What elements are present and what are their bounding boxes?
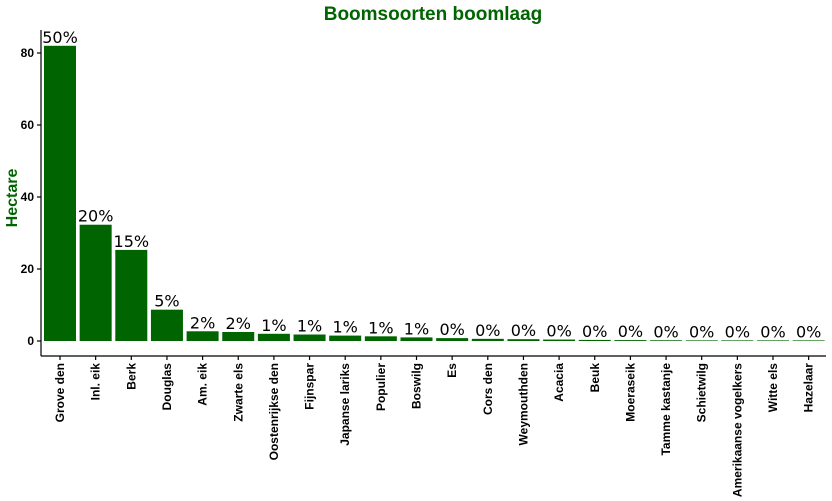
- bar: [757, 340, 789, 341]
- data-label: 1%: [333, 318, 358, 337]
- data-label: 1%: [368, 318, 393, 337]
- x-tick-label: Moeraseik: [623, 363, 637, 422]
- x-tick-label: Schietwilg: [695, 363, 709, 422]
- bar: [400, 337, 433, 341]
- data-label: 1%: [261, 316, 286, 335]
- bar: [685, 340, 718, 341]
- data-labels: 50% 20%15% 5% 2% 2% 1% 1% 1% 1% 1% 0% 0% 0% 0% 0% 0% 0% 0…: [42, 28, 821, 342]
- x-tick-label: Es: [445, 363, 459, 378]
- bar: [721, 340, 754, 341]
- x-tick-label: Tamme kastanje: [659, 363, 673, 456]
- x-tick-label: Japanse lariks: [338, 363, 352, 446]
- bar: [186, 331, 219, 341]
- bar: [257, 333, 290, 341]
- y-tick-label: 40: [21, 190, 35, 204]
- data-label: 0%: [796, 322, 821, 341]
- data-label: 2%: [226, 314, 251, 333]
- data-label: 0%: [511, 321, 536, 340]
- bar: [364, 336, 397, 341]
- x-tick-label: Am. eik: [196, 363, 210, 406]
- bar: [293, 334, 326, 341]
- x-tick-label: Fijnspar: [303, 363, 317, 410]
- data-label: 0%: [760, 322, 785, 341]
- x-tick-label: Berk: [124, 363, 138, 390]
- bars: [44, 45, 825, 342]
- x-tick-label: Douglas: [160, 363, 174, 411]
- x-tick-label: Oostenrijkse den: [267, 363, 281, 460]
- bar: [115, 249, 148, 341]
- x-tick-label: Weymouthden: [516, 363, 530, 445]
- data-label: 0%: [618, 322, 643, 341]
- y-tick-label: 80: [21, 46, 35, 60]
- data-label: 0%: [653, 322, 678, 341]
- bar: [650, 340, 683, 341]
- x-tick-label: Populier: [374, 363, 388, 411]
- data-label: 0%: [582, 322, 607, 341]
- bar: [150, 309, 183, 341]
- y-axis-label: Hectare: [4, 169, 21, 228]
- x-tick-label: Cors den: [481, 363, 495, 415]
- data-label: 5%: [154, 292, 179, 311]
- data-label: 0%: [546, 322, 571, 341]
- x-tick-label: Hazelaar: [802, 363, 816, 413]
- bar: [578, 339, 611, 341]
- bar: [543, 339, 576, 341]
- data-label: 2%: [190, 313, 215, 332]
- bar: [222, 332, 255, 341]
- x-tick-label: Acacia: [552, 363, 566, 402]
- x-tick-label: Beuk: [588, 363, 602, 393]
- data-label: 0%: [475, 321, 500, 340]
- y-tick-label: 60: [21, 118, 35, 132]
- data-label: 0%: [725, 322, 750, 341]
- x-tick-label: Zwarte els: [231, 363, 245, 422]
- data-label: 50%: [42, 28, 78, 47]
- x-tick-label: Amerikaanse vogelkers: [730, 363, 744, 497]
- x-axis-ticks: Grove den Inl. eik Berk Douglas Am. eik Zwart…: [53, 356, 816, 497]
- bar: [44, 45, 76, 342]
- bar: [79, 224, 112, 341]
- chart-title: Boomsoorten boomlaag: [324, 4, 543, 25]
- y-tick-label: 0: [27, 334, 34, 348]
- x-tick-label: Inl. eik: [89, 363, 103, 401]
- x-tick-label: Witte els: [766, 363, 780, 413]
- bar: [329, 335, 362, 341]
- bar: [471, 338, 504, 341]
- y-tick-label: 20: [21, 262, 35, 276]
- data-label: 1%: [297, 317, 322, 336]
- bar: [614, 340, 647, 341]
- x-tick-label: Boswilg: [410, 363, 424, 409]
- data-label: 20%: [78, 207, 114, 226]
- data-label: 15%: [114, 232, 150, 251]
- data-label: 1%: [404, 319, 429, 338]
- bar: [507, 339, 540, 341]
- bar: [792, 340, 825, 341]
- data-label: 0%: [689, 322, 714, 341]
- y-axis-ticks: 0 20 40 60 80: [21, 46, 41, 348]
- data-label: 0%: [439, 320, 464, 339]
- x-tick-label: Grove den: [53, 363, 67, 422]
- bar: [436, 338, 469, 341]
